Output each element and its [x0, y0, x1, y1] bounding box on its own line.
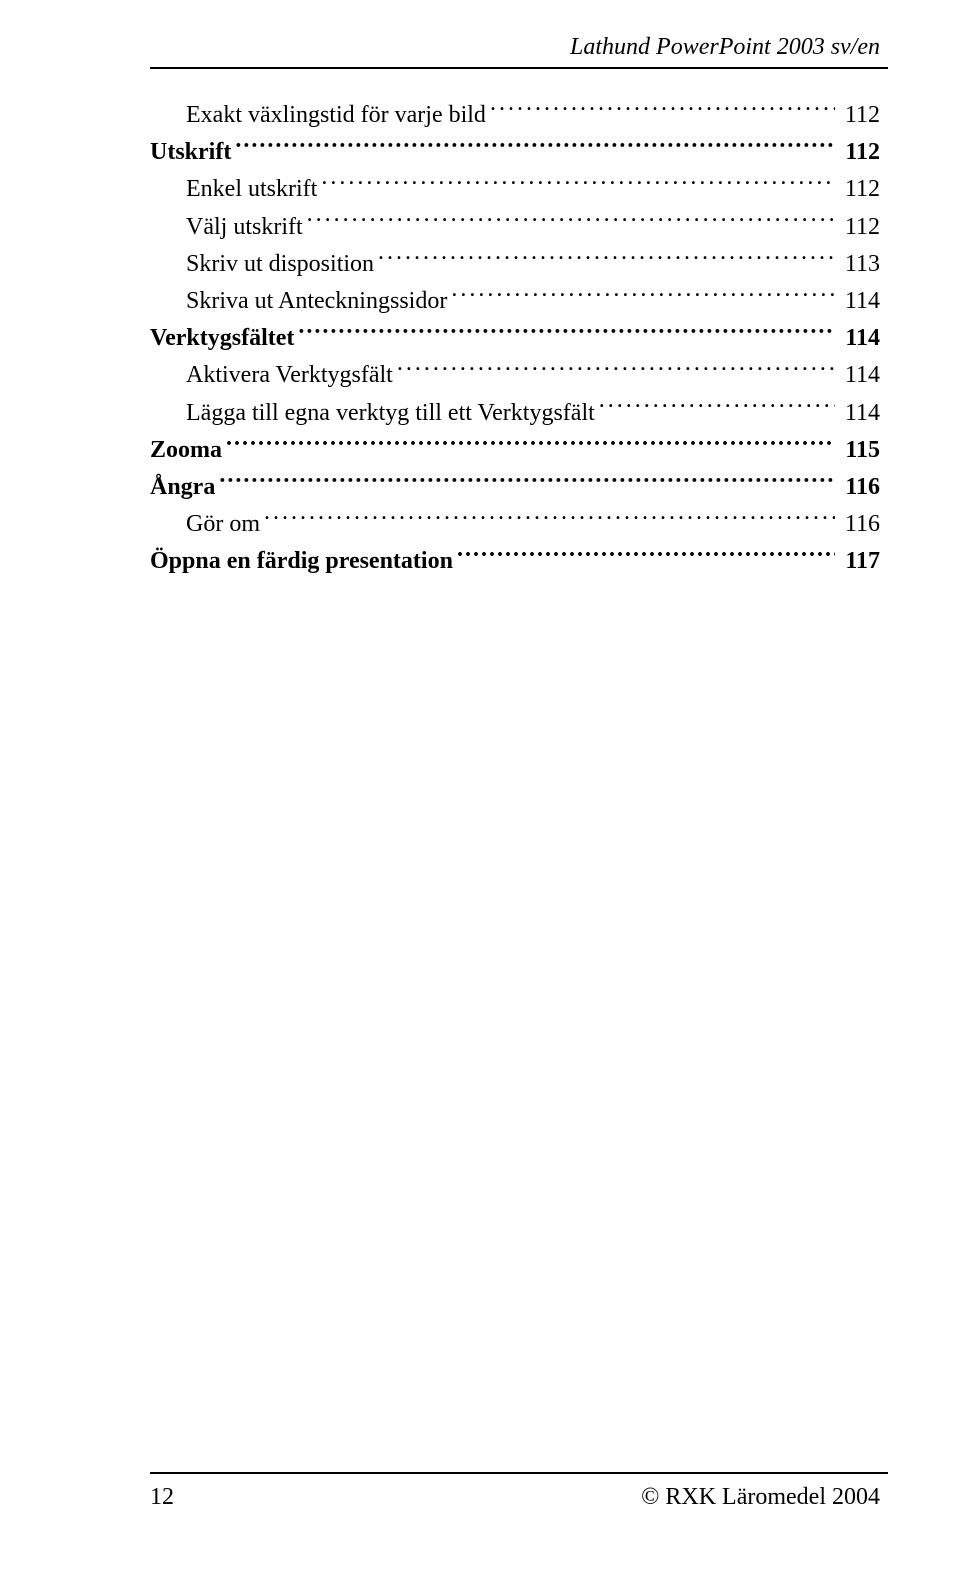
toc-row: Öppna en färdig presentation 117 — [150, 543, 888, 580]
toc-leader-dots — [457, 544, 835, 568]
toc-row: Lägga till egna verktyg till ett Verktyg… — [150, 395, 888, 432]
toc-entry-title: Skriva ut Anteckningssidor — [186, 283, 447, 320]
toc-entry-page: 115 — [839, 432, 888, 469]
toc-row: Skriv ut disposition 113 — [150, 246, 888, 283]
toc-leader-dots — [321, 172, 835, 196]
toc-entry-page: 116 — [839, 506, 888, 543]
toc-row: Enkel utskrift 112 — [150, 171, 888, 208]
toc-row: Ångra 116 — [150, 469, 888, 506]
toc-leader-dots — [264, 507, 835, 531]
toc-entry-page: 114 — [839, 283, 888, 320]
toc-leader-dots — [307, 210, 835, 234]
toc-row: Verktygsfältet 114 — [150, 320, 888, 357]
toc-entry-page: 112 — [839, 97, 888, 134]
toc-row: Exakt växlingstid för varje bild 112 — [150, 97, 888, 134]
toc-entry-title: Gör om — [186, 506, 260, 543]
toc-entry-page: 114 — [839, 395, 888, 432]
toc-entry-title: Ångra — [150, 469, 215, 506]
toc-entry-page: 116 — [839, 469, 888, 506]
toc-entry-title: Enkel utskrift — [186, 171, 317, 208]
header-rule — [150, 67, 888, 69]
footer-row: 12 © RXK Läromedel 2004 — [150, 1484, 888, 1511]
toc-entry-page: 114 — [839, 357, 888, 394]
toc-row: Skriva ut Anteckningssidor 114 — [150, 283, 888, 320]
toc-entry-title: Lägga till egna verktyg till ett Verktyg… — [186, 395, 595, 432]
toc-leader-dots — [599, 396, 835, 420]
toc-entry-title: Zooma — [150, 432, 222, 469]
toc-entry-page: 113 — [839, 246, 888, 283]
toc-row: Aktivera Verktygsfält 114 — [150, 357, 888, 394]
toc-leader-dots — [490, 98, 835, 122]
toc-entry-title: Öppna en färdig presentation — [150, 543, 453, 580]
toc-entry-title: Utskrift — [150, 134, 231, 171]
footer-copyright: © RXK Läromedel 2004 — [641, 1484, 888, 1511]
toc-leader-dots — [397, 358, 835, 382]
toc-row: Gör om 116 — [150, 506, 888, 543]
page-header: Lathund PowerPoint 2003 sv/en — [150, 34, 888, 61]
page: Lathund PowerPoint 2003 sv/en Exakt växl… — [0, 0, 960, 1569]
toc-leader-dots — [451, 284, 835, 308]
toc-leader-dots — [226, 433, 835, 457]
toc-row: Välj utskrift 112 — [150, 209, 888, 246]
toc-entry-title: Exakt växlingstid för varje bild — [186, 97, 486, 134]
toc-leader-dots — [235, 135, 835, 159]
toc-entry-title: Skriv ut disposition — [186, 246, 374, 283]
toc-leader-dots — [378, 247, 835, 271]
toc-entry-page: 112 — [839, 209, 888, 246]
toc-entry-title: Aktivera Verktygsfält — [186, 357, 393, 394]
toc-entry-page: 112 — [839, 171, 888, 208]
toc-entry-title: Välj utskrift — [186, 209, 303, 246]
header-text: Lathund PowerPoint 2003 sv/en — [570, 34, 880, 60]
footer-rule — [150, 1472, 888, 1474]
table-of-contents: Exakt växlingstid för varje bild112Utskr… — [150, 97, 888, 580]
toc-leader-dots — [298, 321, 835, 345]
toc-entry-page: 112 — [839, 134, 888, 171]
toc-row: Zooma 115 — [150, 432, 888, 469]
toc-entry-title: Verktygsfältet — [150, 320, 294, 357]
toc-leader-dots — [219, 470, 835, 494]
page-footer: 12 © RXK Läromedel 2004 — [150, 1472, 888, 1511]
footer-page-number: 12 — [150, 1484, 174, 1511]
toc-row: Utskrift 112 — [150, 134, 888, 171]
toc-entry-page: 117 — [839, 543, 888, 580]
toc-entry-page: 114 — [839, 320, 888, 357]
